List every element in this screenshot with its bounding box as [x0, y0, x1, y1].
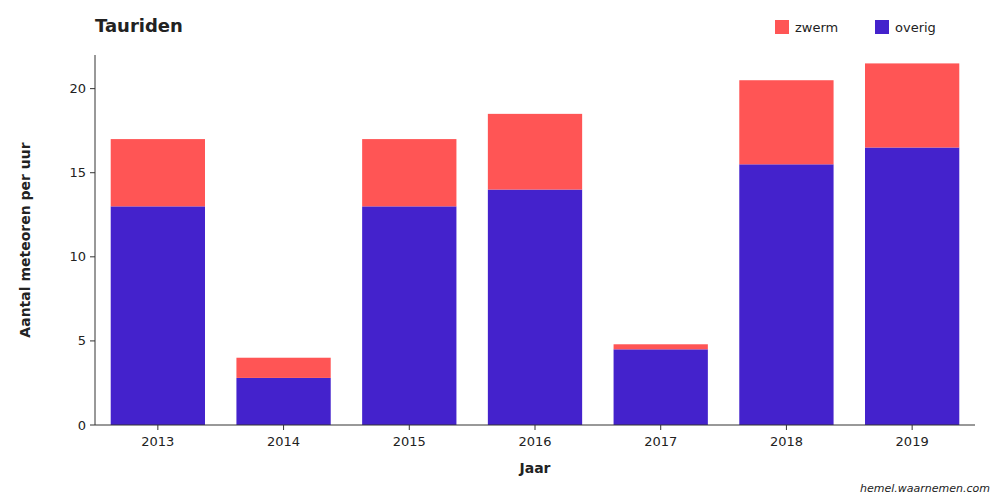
chart-title: Tauriden	[95, 15, 183, 36]
x-tick	[660, 425, 661, 430]
bar	[236, 358, 330, 378]
x-tick	[912, 425, 913, 430]
bar	[488, 190, 582, 425]
chart-svg: 0 5 10 15 20 2013 2014 2015 2016 2017 2018 2019 Jaar…	[0, 0, 1000, 500]
bar	[739, 80, 833, 164]
x-tick	[786, 425, 787, 430]
y-tick	[90, 256, 95, 257]
bar	[488, 114, 582, 190]
bar	[236, 378, 330, 425]
y-tick	[90, 172, 95, 173]
bar	[865, 63, 959, 147]
legend-swatch	[875, 20, 889, 34]
y-tick-label: 20	[69, 81, 86, 96]
y-tick-label: 15	[69, 165, 86, 180]
x-tick-label: 2018	[770, 434, 803, 449]
legend-label: overig	[895, 20, 936, 35]
bar	[614, 344, 708, 349]
x-axis-label: Jaar	[518, 460, 550, 476]
legend-label: zwerm	[795, 20, 838, 35]
x-tick-label: 2013	[141, 434, 174, 449]
chart-container: 0 5 10 15 20 2013 2014 2015 2016 2017 2018 2019 Jaar…	[0, 0, 1000, 500]
x-tick-label: 2015	[393, 434, 426, 449]
bar	[865, 148, 959, 426]
x-tick	[409, 425, 410, 430]
y-tick	[90, 425, 95, 426]
watermark: hemel.waarnemen.com	[860, 482, 990, 495]
x-tick	[157, 425, 158, 430]
x-tick	[283, 425, 284, 430]
bar	[739, 164, 833, 425]
bar	[111, 206, 205, 425]
y-axis-label: Aantal meteoren per uur	[17, 142, 33, 337]
x-tick-label: 2016	[518, 434, 551, 449]
y-tick-label: 10	[69, 249, 86, 264]
y-tick-label: 5	[78, 333, 86, 348]
legend: zwerm overig	[775, 20, 936, 35]
x-tick-label: 2014	[267, 434, 300, 449]
x-tick-label: 2019	[896, 434, 929, 449]
bar	[362, 139, 456, 206]
bar	[362, 206, 456, 425]
bar	[614, 349, 708, 425]
bar	[111, 139, 205, 206]
bars	[111, 63, 960, 425]
y-axis-line	[95, 55, 96, 425]
y-tick-label: 0	[78, 418, 86, 433]
y-tick	[90, 88, 95, 89]
y-tick	[90, 340, 95, 341]
x-tick	[535, 425, 536, 430]
legend-swatch	[775, 20, 789, 34]
x-tick-label: 2017	[644, 434, 677, 449]
